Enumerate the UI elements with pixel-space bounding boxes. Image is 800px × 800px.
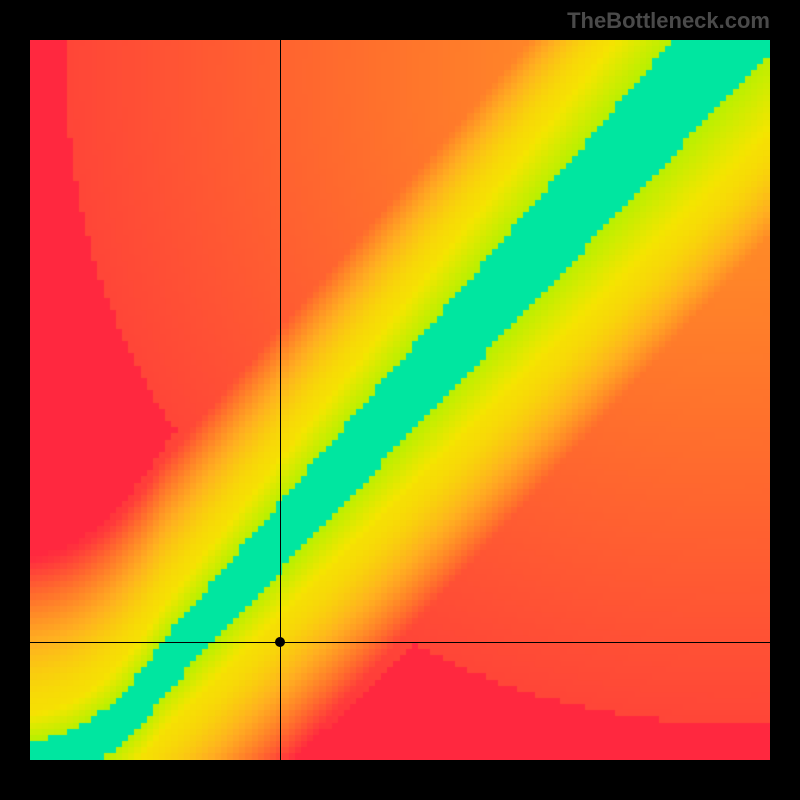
crosshair-marker: [275, 637, 285, 647]
heatmap-canvas: [30, 40, 770, 760]
heatmap-plot: [30, 40, 770, 760]
crosshair-horizontal: [30, 642, 770, 643]
crosshair-vertical: [280, 40, 281, 760]
watermark-text: TheBottleneck.com: [567, 8, 770, 34]
